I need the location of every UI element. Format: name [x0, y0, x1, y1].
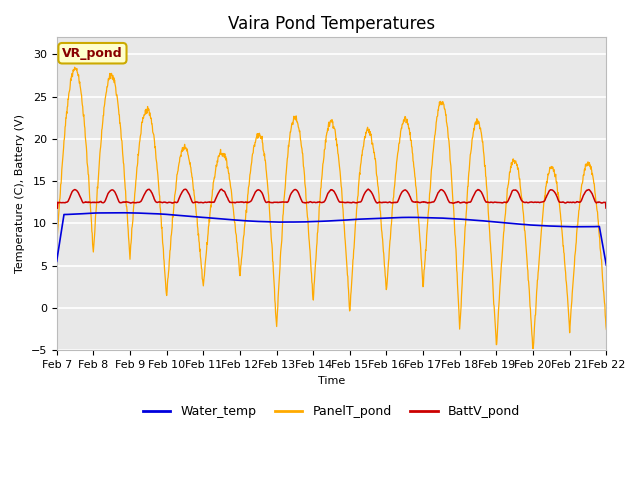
Legend: Water_temp, PanelT_pond, BattV_pond: Water_temp, PanelT_pond, BattV_pond [138, 400, 525, 423]
X-axis label: Time: Time [318, 376, 345, 386]
Y-axis label: Temperature (C), Battery (V): Temperature (C), Battery (V) [15, 114, 25, 274]
Title: Vaira Pond Temperatures: Vaira Pond Temperatures [228, 15, 435, 33]
Text: VR_pond: VR_pond [62, 47, 123, 60]
